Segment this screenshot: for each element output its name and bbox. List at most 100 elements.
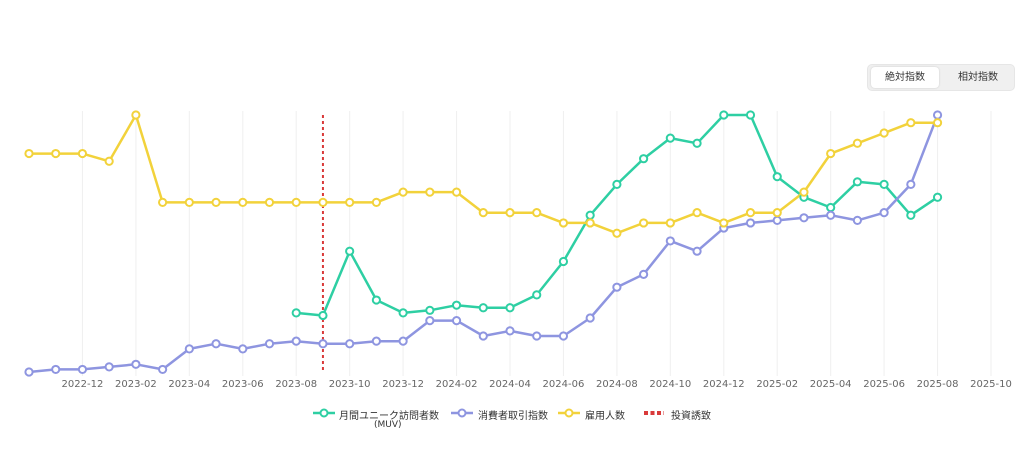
point-consumer[interactable] bbox=[665, 236, 675, 246]
absolute-index-button[interactable]: 絶対指数 bbox=[871, 67, 939, 88]
point-consumer[interactable] bbox=[131, 359, 141, 369]
point-employees[interactable] bbox=[131, 110, 141, 120]
point-consumer[interactable] bbox=[826, 210, 836, 220]
point-muv[interactable] bbox=[505, 303, 515, 313]
point-consumer[interactable] bbox=[478, 331, 488, 341]
point-employees[interactable] bbox=[238, 197, 248, 207]
point-employees[interactable] bbox=[932, 118, 943, 128]
point-employees[interactable] bbox=[692, 208, 702, 218]
x-tick-label: 2024-12 bbox=[703, 379, 745, 390]
point-employees[interactable] bbox=[478, 208, 488, 218]
point-employees[interactable] bbox=[585, 218, 595, 228]
point-consumer[interactable] bbox=[211, 339, 221, 349]
point-employees[interactable] bbox=[852, 138, 862, 148]
point-consumer[interactable] bbox=[612, 282, 622, 292]
point-employees[interactable] bbox=[451, 187, 462, 197]
point-muv[interactable] bbox=[745, 110, 756, 120]
point-employees[interactable] bbox=[532, 208, 542, 218]
point-employees[interactable] bbox=[371, 197, 381, 207]
point-muv[interactable] bbox=[318, 310, 328, 321]
point-employees[interactable] bbox=[291, 197, 301, 207]
point-consumer[interactable] bbox=[799, 213, 809, 223]
point-employees[interactable] bbox=[612, 228, 622, 238]
point-employees[interactable] bbox=[264, 197, 275, 207]
point-employees[interactable] bbox=[772, 208, 782, 218]
point-employees[interactable] bbox=[505, 208, 515, 218]
point-consumer[interactable] bbox=[639, 269, 649, 279]
point-consumer[interactable] bbox=[692, 246, 702, 256]
point-muv[interactable] bbox=[692, 138, 702, 148]
point-consumer[interactable] bbox=[238, 344, 248, 354]
point-muv[interactable] bbox=[478, 303, 488, 313]
point-muv[interactable] bbox=[879, 179, 889, 189]
point-employees[interactable] bbox=[799, 187, 809, 197]
point-muv[interactable] bbox=[612, 179, 622, 189]
point-consumer[interactable] bbox=[345, 339, 355, 349]
point-employees[interactable] bbox=[104, 156, 114, 166]
point-consumer[interactable] bbox=[398, 336, 408, 346]
point-consumer[interactable] bbox=[451, 316, 462, 326]
point-employees[interactable] bbox=[158, 197, 168, 207]
point-consumer[interactable] bbox=[158, 364, 168, 375]
point-employees[interactable] bbox=[639, 218, 649, 228]
point-consumer[interactable] bbox=[932, 110, 943, 120]
point-employees[interactable] bbox=[826, 148, 836, 159]
point-muv[interactable] bbox=[291, 308, 301, 318]
point-muv[interactable] bbox=[639, 154, 649, 164]
point-consumer[interactable] bbox=[24, 367, 34, 377]
point-consumer[interactable] bbox=[51, 364, 61, 375]
x-tick-label: 2024-06 bbox=[543, 379, 585, 390]
legend-consumer-label: 消費者取引指数 bbox=[478, 411, 548, 422]
point-employees[interactable] bbox=[745, 208, 756, 218]
point-employees[interactable] bbox=[77, 148, 88, 159]
point-consumer[interactable] bbox=[852, 215, 862, 225]
point-consumer[interactable] bbox=[906, 179, 916, 189]
point-employees[interactable] bbox=[24, 148, 34, 159]
point-consumer[interactable] bbox=[425, 316, 435, 326]
point-employees[interactable] bbox=[184, 197, 194, 207]
point-employees[interactable] bbox=[398, 187, 408, 197]
point-muv[interactable] bbox=[826, 202, 836, 213]
point-muv[interactable] bbox=[532, 290, 542, 300]
point-employees[interactable] bbox=[558, 218, 569, 228]
point-consumer[interactable] bbox=[585, 313, 595, 323]
point-muv[interactable] bbox=[451, 300, 462, 310]
point-consumer[interactable] bbox=[879, 208, 889, 218]
point-muv[interactable] bbox=[719, 110, 729, 120]
point-consumer[interactable] bbox=[77, 364, 88, 375]
relative-index-button[interactable]: 相対指数 bbox=[958, 72, 998, 83]
point-consumer[interactable] bbox=[505, 326, 515, 336]
point-employees[interactable] bbox=[879, 128, 889, 138]
point-consumer[interactable] bbox=[558, 331, 569, 341]
point-muv[interactable] bbox=[371, 295, 381, 305]
point-muv[interactable] bbox=[398, 308, 408, 318]
point-muv[interactable] bbox=[772, 172, 782, 182]
point-muv[interactable] bbox=[932, 192, 943, 202]
point-muv[interactable] bbox=[665, 133, 675, 143]
point-employees[interactable] bbox=[318, 197, 328, 207]
point-employees[interactable] bbox=[425, 187, 435, 197]
point-consumer[interactable] bbox=[532, 331, 542, 341]
legend-investment-label: 投資誘致 bbox=[671, 411, 711, 422]
point-employees[interactable] bbox=[906, 118, 916, 128]
point-muv[interactable] bbox=[425, 305, 435, 315]
point-muv[interactable] bbox=[906, 210, 916, 220]
point-consumer[interactable] bbox=[184, 344, 194, 354]
point-consumer[interactable] bbox=[318, 339, 328, 349]
point-employees[interactable] bbox=[665, 218, 675, 228]
legend-employees-label: 雇用人数 bbox=[585, 411, 625, 422]
point-consumer[interactable] bbox=[772, 215, 782, 225]
point-consumer[interactable] bbox=[371, 336, 381, 346]
point-muv[interactable] bbox=[585, 210, 595, 220]
point-employees[interactable] bbox=[719, 218, 729, 228]
point-muv[interactable] bbox=[558, 256, 569, 267]
point-consumer[interactable] bbox=[264, 339, 275, 349]
point-muv[interactable] bbox=[852, 177, 862, 187]
point-employees[interactable] bbox=[211, 197, 221, 207]
point-muv[interactable] bbox=[345, 246, 355, 256]
point-employees[interactable] bbox=[51, 148, 61, 159]
point-employees[interactable] bbox=[345, 197, 355, 207]
point-consumer[interactable] bbox=[104, 362, 114, 372]
point-consumer[interactable] bbox=[745, 218, 756, 228]
point-consumer[interactable] bbox=[291, 336, 301, 346]
